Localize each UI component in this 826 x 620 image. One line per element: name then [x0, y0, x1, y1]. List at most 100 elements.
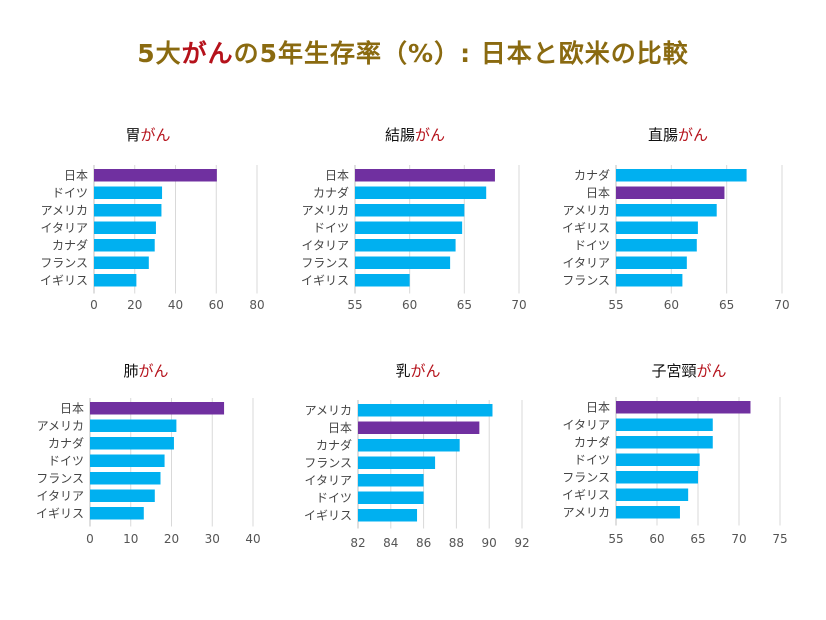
category-label: イタリア [301, 238, 349, 252]
category-label: イタリア [562, 256, 610, 270]
tick-label: 10 [123, 532, 138, 546]
category-label: ドイツ [313, 221, 349, 235]
chart-title-suffix: がん [139, 362, 169, 380]
bar-1 [355, 169, 495, 182]
chart-title-prefix: 乳 [395, 362, 410, 380]
bar-2 [358, 421, 480, 434]
chart-title-suffix: がん [697, 362, 727, 380]
tick-label: 40 [168, 298, 183, 312]
category-label: フランス [301, 256, 349, 270]
chart-title: 胃がん [125, 126, 170, 144]
bar-6 [94, 256, 149, 269]
bar-1 [616, 169, 747, 182]
category-label: フランス [562, 273, 610, 287]
tick-label: 84 [383, 536, 398, 550]
bar-6 [355, 256, 451, 269]
bar-4 [358, 456, 436, 469]
bar-1 [358, 404, 493, 417]
bar-7 [94, 274, 137, 287]
category-label: ドイツ [574, 238, 610, 252]
tick-label: 86 [416, 536, 431, 550]
category-label: カナダ [316, 437, 352, 452]
bar-1 [90, 402, 225, 415]
bar-7 [616, 274, 683, 287]
title-part-2: がん [181, 39, 234, 68]
tick-label: 55 [608, 532, 623, 546]
tick-label: 60 [649, 532, 664, 546]
category-label: フランス [36, 471, 84, 485]
tick-label: 92 [514, 536, 529, 550]
bar-7 [355, 274, 410, 287]
tick-label: 60 [664, 298, 679, 312]
category-label: ドイツ [316, 491, 352, 505]
tick-label: 60 [209, 298, 224, 312]
bar-2 [616, 186, 725, 199]
chart-title: 乳がん [395, 362, 440, 380]
category-label: アメリカ [302, 203, 349, 217]
tick-label: 0 [86, 532, 94, 546]
category-label: カナダ [574, 434, 610, 449]
chart-title: 子宮頸がん [651, 362, 726, 380]
bar-2 [94, 186, 163, 199]
tick-label: 55 [347, 298, 362, 312]
tick-label: 30 [205, 532, 220, 546]
title-part-1: 5大 [137, 39, 182, 68]
tick-label: 40 [245, 532, 260, 546]
chart-title-prefix: 胃 [125, 126, 140, 144]
category-label: 日本 [325, 168, 349, 182]
category-label: アメリカ [37, 419, 84, 433]
category-label: 日本 [586, 186, 610, 200]
category-label: 日本 [60, 401, 84, 415]
tick-label: 20 [127, 298, 142, 312]
bar-5 [355, 239, 456, 252]
bar-7 [90, 507, 144, 520]
bar-4 [94, 221, 156, 234]
chart-title-prefix: 直腸 [648, 126, 678, 144]
page-title: 5大がんの5年生存率（%）: 日本と欧米の比較 [0, 34, 826, 70]
bar-3 [355, 204, 465, 217]
bar-6 [616, 256, 687, 269]
tick-label: 0 [90, 298, 98, 312]
title-part-3: の5年生存率（%）: 日本と欧米の比較 [233, 39, 689, 68]
tick-label: 60 [402, 298, 417, 312]
category-label: イギリス [40, 273, 88, 287]
bar-6 [358, 491, 424, 504]
category-label: イギリス [301, 273, 349, 287]
bar-4 [90, 454, 165, 467]
bar-3 [94, 204, 162, 217]
bar-6 [90, 489, 155, 502]
category-label: 日本 [64, 168, 88, 182]
bar-3 [90, 437, 174, 450]
tick-label: 80 [249, 298, 264, 312]
chart-title-suffix: がん [678, 126, 708, 144]
category-label: イタリア [562, 418, 610, 432]
tick-label: 82 [350, 536, 365, 550]
bar-6 [616, 488, 689, 501]
chart-title-prefix: 結腸 [385, 126, 415, 144]
category-label: 日本 [586, 400, 610, 414]
category-label: アメリカ [41, 203, 88, 217]
bar-5 [358, 474, 424, 487]
category-label: アメリカ [563, 505, 610, 519]
category-label: ドイツ [48, 454, 84, 468]
category-label: カナダ [48, 435, 84, 450]
tick-label: 55 [608, 298, 623, 312]
category-label: イタリア [36, 489, 84, 503]
category-label: フランス [40, 256, 88, 270]
tick-label: 90 [482, 536, 497, 550]
bar-2 [90, 419, 177, 432]
tick-label: 70 [511, 298, 526, 312]
category-label: フランス [562, 470, 610, 484]
category-label: イタリア [304, 473, 352, 487]
tick-label: 70 [774, 298, 789, 312]
tick-label: 65 [457, 298, 472, 312]
category-label: ドイツ [574, 453, 610, 467]
bar-3 [358, 439, 460, 452]
bar-7 [358, 509, 418, 522]
chart-title: 肺がん [123, 362, 168, 380]
